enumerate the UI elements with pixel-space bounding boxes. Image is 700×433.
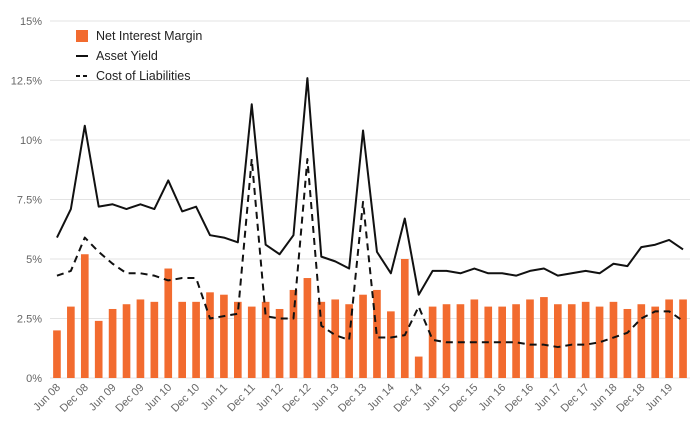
line-cost-of-liabilities [56,158,684,349]
x-tick-label: Dec 16 [503,382,536,415]
x-tick-label: Dec 08 [58,382,91,415]
bar-net-interest-margin [609,301,618,378]
x-tick-label: Dec 17 [559,382,592,415]
x-tick-label: Dec 14 [392,382,425,415]
y-tick-label: 2.5% [17,314,42,326]
bar-net-interest-margin [400,259,409,378]
x-tick-label: Dec 11 [225,382,258,415]
legend-label-asset-yield: Asset Yield [96,49,158,63]
x-tick-label: Jun 13 [309,382,341,414]
bar-net-interest-margin [498,306,506,378]
bar-net-interest-margin [150,301,159,378]
x-tick-label: Jun 14 [365,382,397,414]
bar-net-interest-margin [192,301,200,378]
x-tick-label: Jun 17 [532,382,564,414]
bar-net-interest-margin [94,320,103,378]
bar-net-interest-margin [67,306,75,378]
bar-net-interest-margin [234,301,242,378]
bar-net-interest-margin [53,330,61,378]
bar-net-interest-margin [108,308,117,378]
bar-net-interest-margin [247,306,256,378]
y-tick-label: 5% [26,254,42,266]
bar-net-interest-margin [331,299,340,378]
x-tick-label: Jun 18 [588,382,620,414]
bar-net-interest-margin [303,278,312,378]
bar-net-interest-margin [80,254,89,378]
bar-net-interest-margin [345,304,353,378]
x-tick-label: Dec 12 [280,382,313,415]
bar-net-interest-margin [275,308,284,378]
y-tick-label: 15% [20,16,42,28]
y-axis-ticks: 0% 2.5% 5% 7.5% 10% 12.5% 15% [11,16,42,385]
bar-net-interest-margin [206,292,214,378]
bar-net-interest-margin [595,306,604,378]
bar-net-interest-margin [554,304,562,378]
bar-net-interest-margin [373,289,381,378]
x-tick-label: Jun 15 [421,382,453,414]
bar-net-interest-margin [540,297,548,378]
bar-net-interest-margin [220,294,228,378]
x-tick-label: Dec 15 [447,382,480,415]
bar-net-interest-margin [637,304,646,378]
bar-net-interest-margin [289,289,298,378]
legend-label-cost-of-liabilities: Cost of Liabilities [96,69,191,83]
x-tick-label: Jun 12 [254,382,286,414]
x-tick-label: Jun 16 [476,382,508,414]
bar-net-interest-margin [456,304,465,378]
x-tick-label: Dec 09 [113,382,146,415]
bar-net-interest-margin [178,301,186,378]
bar-net-interest-margin [428,306,437,378]
x-tick-label: Jun 11 [199,382,230,413]
bar-net-interest-margin [387,311,395,378]
line-asset-yield [56,77,684,296]
legend: Net Interest Margin Asset Yield Cost of … [76,29,202,83]
line-series [56,77,684,349]
x-tick-label: Dec 13 [336,382,369,415]
x-tick-label: Dec 18 [614,382,647,415]
bar-net-interest-margin [512,304,520,378]
x-tick-label: Jun 10 [143,382,175,414]
y-tick-label: 12.5% [11,76,42,88]
bar-net-interest-margin [122,304,131,378]
bar-net-interest-margin [581,301,590,378]
legend-swatch-net-interest-margin [76,30,88,42]
bar-net-interest-margin [164,268,173,378]
bar-net-interest-margin [414,356,423,378]
y-tick-label: 0% [26,373,42,385]
bar-net-interest-margin [261,301,270,378]
bar-net-interest-margin [470,299,479,378]
bar-net-interest-margin [526,299,534,378]
bar-net-interest-margin [651,306,660,378]
bar-net-interest-margin [359,294,367,378]
bar-net-interest-margin [317,301,326,378]
y-tick-label: 7.5% [17,195,42,207]
legend-label-net-interest-margin: Net Interest Margin [96,29,202,43]
bar-net-interest-margin [442,304,451,378]
y-tick-label: 10% [20,135,42,147]
x-tick-label: Jun 09 [87,382,119,414]
bar-net-interest-margin [136,299,145,378]
x-tick-label: Dec 10 [169,382,202,415]
bar-net-interest-margin [679,299,687,378]
bar-net-interest-margin [567,304,576,378]
x-tick-label: Jun 08 [31,382,63,414]
bar-net-interest-margin [665,299,673,378]
bar-net-interest-margin [623,308,632,378]
x-tick-label: Jun 19 [643,382,675,414]
